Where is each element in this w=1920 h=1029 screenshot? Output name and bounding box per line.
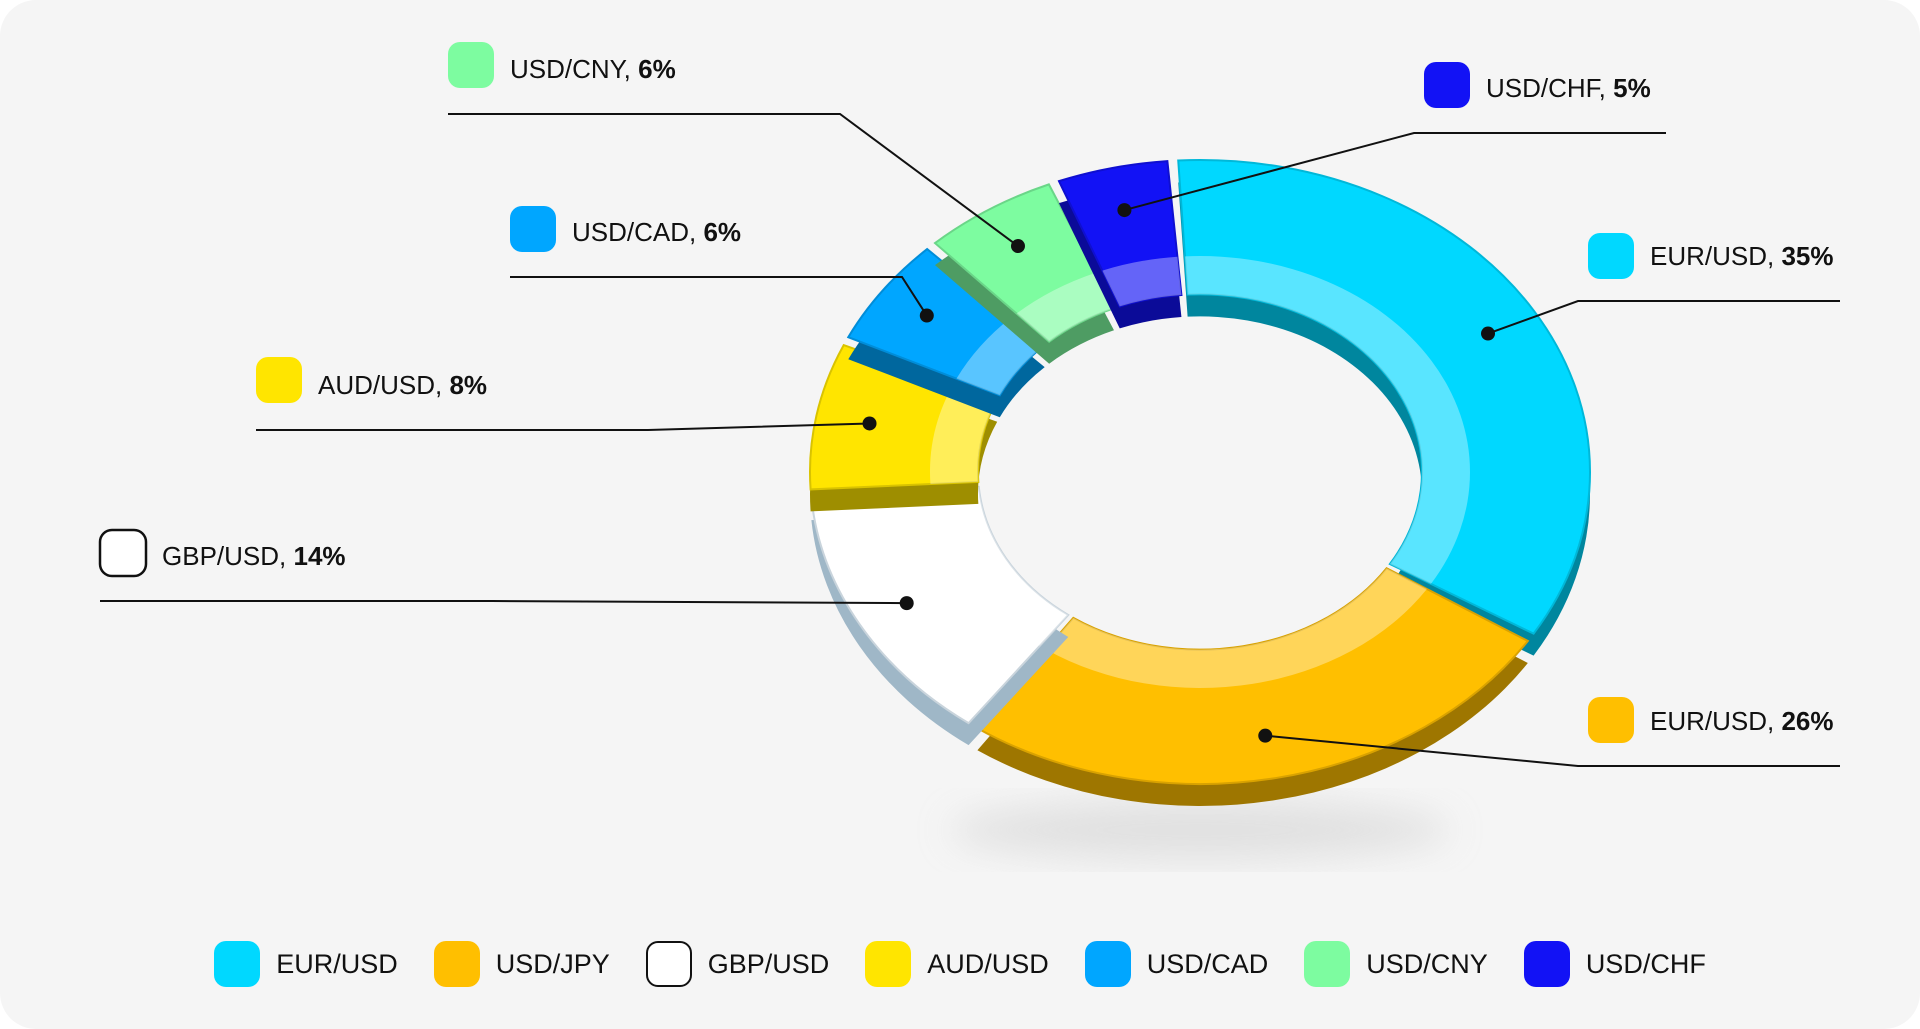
donut-chart: EUR/USD, 35%EUR/USD, 26%GBP/USD, 14%AUD/… — [98, 42, 1840, 860]
legend-swatch-usd-cad — [1084, 941, 1131, 987]
slice-usd-cny-5-callout-swatch — [448, 42, 494, 88]
slice-usd-cny-5-callout-name: USD/CNY, — [510, 54, 638, 84]
legend-label-usd-cny: USD/CNY — [1366, 948, 1488, 979]
slice-eur-usd-0-marker — [1481, 326, 1496, 341]
slice-eur-usd-0-callout-value: 35% — [1781, 241, 1833, 271]
slice-gbp-usd-2-callout-name: GBP/USD, — [162, 541, 293, 571]
slice-eur-usd-0 — [1177, 159, 1591, 635]
slice-eur-usd-1-callout-label: EUR/USD, 26% — [1650, 706, 1834, 736]
legend-item-gbp-usd: GBP/USD — [645, 941, 830, 987]
slice-aud-usd-3-callout-swatch — [256, 357, 302, 403]
legend-label-gbp-usd: GBP/USD — [707, 948, 830, 979]
slice-eur-usd-1-leader-line — [1265, 734, 1840, 767]
legend-label-usd-jpy: USD/JPY — [495, 948, 610, 979]
slice-aud-usd-3-marker — [862, 416, 877, 431]
slice-eur-usd-1-callout-swatch — [1588, 697, 1634, 743]
slice-usd-cad-4-callout-name: USD/CAD, — [572, 217, 703, 247]
slice-usd-chf-6-marker — [1117, 203, 1132, 218]
slice-eur-usd-1-marker — [1258, 728, 1273, 743]
legend-label-usd-chf: USD/CHF — [1585, 948, 1706, 979]
slice-usd-cny-5-inner-highlight — [1016, 272, 1114, 342]
slice-eur-usd-1-callout-value: 26% — [1781, 706, 1833, 736]
slice-eur-usd-0-inner-highlight — [1184, 256, 1470, 584]
slice-usd-cad-4-callout-value: 6% — [703, 217, 741, 247]
slice-gbp-usd-2-inner-highlight — [930, 486, 1069, 646]
legend-label-aud-usd: AUD/USD — [927, 948, 1049, 979]
legend-swatch-gbp-usd — [645, 941, 692, 987]
slice-eur-usd-1-inner-highlight — [1045, 568, 1427, 688]
slice-aud-usd-3 — [809, 343, 999, 491]
slice-usd-cad-4-marker — [919, 308, 934, 323]
slice-usd-cad-4-leader-line — [510, 276, 928, 317]
legend-item-usd-cny: USD/CNY — [1304, 941, 1488, 987]
legend-item-usd-chf: USD/CHF — [1523, 941, 1706, 987]
legend-item-usd-jpy: USD/JPY — [433, 941, 610, 987]
legend-swatch-eur-usd — [214, 941, 261, 987]
slice-gbp-usd-2-callout-label: GBP/USD, 14% — [162, 541, 346, 571]
legend-swatch-usd-jpy — [433, 941, 480, 987]
slice-usd-chf-6-callout-label: USD/CHF, 5% — [1486, 73, 1651, 103]
slice-usd-chf-6-callout-swatch — [1424, 62, 1470, 108]
slice-usd-cad-4-callout-swatch — [510, 206, 556, 252]
slice-usd-chf-6 — [1057, 160, 1183, 308]
slice-aud-usd-3-callout-value: 8% — [449, 370, 487, 400]
slice-eur-usd-1 — [975, 566, 1530, 785]
slice-eur-usd-0-leader-line — [1487, 300, 1840, 335]
slice-usd-cny-5-leader-line — [448, 113, 1019, 247]
legend-item-aud-usd: AUD/USD — [865, 941, 1049, 987]
slice-gbp-usd-2-callout-value: 14% — [293, 541, 345, 571]
slice-aud-usd-3-callout-name: AUD/USD, — [318, 370, 449, 400]
legend-swatch-aud-usd — [865, 941, 912, 987]
slice-usd-chf-6-callout-name: USD/CHF, — [1486, 73, 1613, 103]
slice-eur-usd-0-callout-label: EUR/USD, 35% — [1650, 241, 1834, 271]
slice-eur-usd-1-callout-name: EUR/USD, — [1650, 706, 1781, 736]
slice-usd-cny-5-marker — [1010, 239, 1025, 254]
slice-gbp-usd-2-leader-line — [100, 600, 907, 605]
slice-usd-cad-4 — [846, 247, 1047, 397]
callouts: EUR/USD, 35%EUR/USD, 26%GBP/USD, 14%AUD/… — [98, 42, 1840, 767]
slice-usd-chf-6-callout-value: 5% — [1613, 73, 1651, 103]
legend-swatch-usd-cny — [1304, 941, 1351, 987]
slice-aud-usd-3-callout-label: AUD/USD, 8% — [318, 370, 487, 400]
slice-usd-chf-6-inner-highlight — [1102, 256, 1182, 307]
donut-shadow — [950, 800, 1450, 860]
slice-eur-usd-0-callout-name: EUR/USD, — [1650, 241, 1781, 271]
slice-usd-cny-5-callout-value: 6% — [638, 54, 676, 84]
slice-usd-cny-5-callout-label: USD/CNY, 6% — [510, 54, 676, 84]
slice-aud-usd-3-leader-line — [256, 422, 870, 431]
legend-label-usd-cad: USD/CAD — [1146, 948, 1269, 979]
legend: EUR/USD USD/JPY GBP/USD AUD/USD USD/CAD USD/C… — [0, 938, 1920, 990]
donut-slices — [809, 159, 1591, 806]
legend-item-eur-usd: EUR/USD — [214, 941, 398, 987]
legend-item-usd-cad: USD/CAD — [1084, 941, 1269, 987]
slice-gbp-usd-2-marker — [899, 596, 914, 611]
legend-swatch-usd-chf — [1523, 941, 1570, 987]
slice-eur-usd-0-callout-swatch — [1588, 233, 1634, 279]
slice-usd-cad-4-callout-label: USD/CAD, 6% — [572, 217, 741, 247]
slice-usd-chf-6-leader-line — [1124, 132, 1666, 212]
slice-gbp-usd-2-callout-swatch — [98, 528, 148, 578]
legend-label-eur-usd: EUR/USD — [276, 948, 398, 979]
